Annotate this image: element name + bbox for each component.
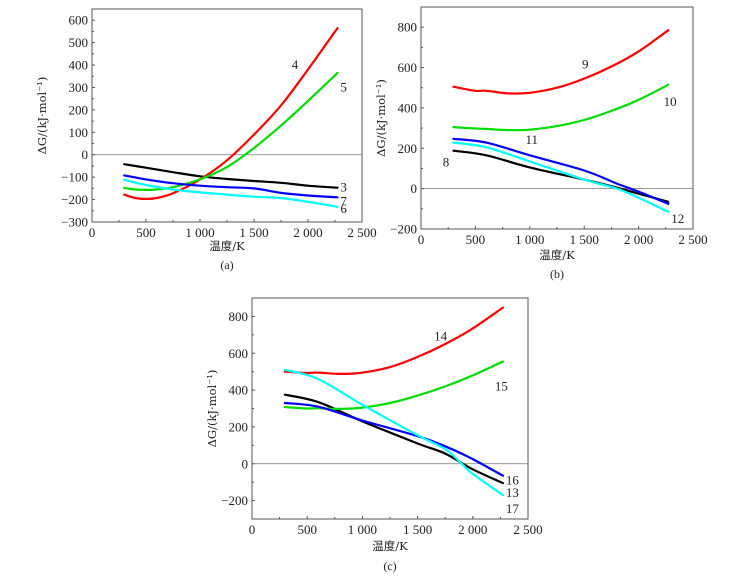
x-tick-label: 2 500 xyxy=(678,232,707,247)
series-line-6 xyxy=(123,178,339,208)
x-tick-label: 500 xyxy=(466,232,486,247)
chart-c: 0 500 1 000 1 500 2 000 2 500−200020040060080… xyxy=(205,297,543,573)
y-axis-title: ΔG/(kJ·mol⁻¹) xyxy=(35,77,49,155)
x-tick-label: 1 500 xyxy=(403,522,432,537)
plot-frame xyxy=(420,6,694,230)
x-tick-label: 1 000 xyxy=(515,232,544,247)
chart-a: 0 500 1 000 1 500 2 000 2 500−300−200−1000100… xyxy=(35,8,377,272)
series-label-10: 10 xyxy=(664,94,677,109)
x-axis-title: 温度/K xyxy=(539,248,575,262)
series-line-15 xyxy=(283,360,504,411)
series-label-6: 6 xyxy=(340,201,347,216)
y-axis-title: ΔG/(kJ·mol⁻¹) xyxy=(374,79,388,157)
series-line-5 xyxy=(123,71,339,191)
x-tick-label: 500 xyxy=(297,522,317,537)
y-axis-title: ΔG/(kJ·mol⁻¹) xyxy=(205,370,219,448)
series-line-4 xyxy=(123,27,339,200)
y-tick-label: −100 xyxy=(61,170,88,185)
x-tick-label: 2 000 xyxy=(624,232,653,247)
series-line-13 xyxy=(283,393,504,485)
x-tick-label: 0 xyxy=(249,522,256,537)
chart-b: 0 500 1 000 1 500 2 000 2 500−200020040060080… xyxy=(374,6,708,281)
series-label-11: 11 xyxy=(525,132,538,147)
series-label-15: 15 xyxy=(495,378,508,393)
series-line-11 xyxy=(452,137,670,205)
series-line-7 xyxy=(123,174,339,199)
y-tick-label: 0 xyxy=(411,181,418,196)
y-tick-label: 500 xyxy=(69,35,89,50)
series-label-13: 13 xyxy=(506,485,519,500)
y-tick-label: 400 xyxy=(69,58,89,73)
series-label-14: 14 xyxy=(434,329,448,344)
x-tick-label: 500 xyxy=(136,225,156,240)
y-tick-label: −200 xyxy=(390,222,417,237)
y-tick-label: 800 xyxy=(229,309,249,324)
x-tick-label: 0 xyxy=(89,225,96,240)
series-label-12: 12 xyxy=(671,211,684,226)
y-tick-label: 600 xyxy=(229,346,249,361)
x-tick-label: 2 500 xyxy=(513,522,542,537)
series-line-9 xyxy=(452,29,670,95)
y-tick-label: 600 xyxy=(69,13,89,28)
series-line-3 xyxy=(123,163,339,189)
x-tick-label: 2 000 xyxy=(458,522,487,537)
x-tick-label: 1 500 xyxy=(239,225,268,240)
y-tick-label: 300 xyxy=(69,80,89,95)
series-label-4: 4 xyxy=(292,57,299,72)
chart-caption: (b) xyxy=(550,267,564,281)
y-tick-label: 400 xyxy=(229,383,249,398)
x-axis-title: 温度/K xyxy=(209,239,245,253)
y-tick-label: 200 xyxy=(69,102,89,117)
x-tick-label: 1 000 xyxy=(185,225,214,240)
series-label-16: 16 xyxy=(506,472,520,487)
x-tick-label: 2 500 xyxy=(347,225,376,240)
series-line-17 xyxy=(283,368,504,497)
y-tick-label: 800 xyxy=(398,20,418,35)
chart-caption: (c) xyxy=(383,559,396,573)
series-line-14 xyxy=(283,306,504,375)
chart-caption: (a) xyxy=(220,258,233,272)
series-line-12 xyxy=(452,141,670,213)
series-label-5: 5 xyxy=(340,79,347,94)
series-label-7: 7 xyxy=(340,193,347,208)
series-label-17: 17 xyxy=(506,501,520,516)
series-label-8: 8 xyxy=(443,154,450,169)
series-line-10 xyxy=(452,83,670,132)
x-axis-title: 温度/K xyxy=(372,539,408,553)
y-tick-label: 600 xyxy=(398,60,418,75)
series-label-9: 9 xyxy=(582,57,589,72)
y-tick-label: 200 xyxy=(398,141,418,156)
y-tick-label: −300 xyxy=(61,215,88,230)
y-tick-label: −200 xyxy=(221,493,248,508)
y-tick-label: 0 xyxy=(82,147,89,162)
series-label-3: 3 xyxy=(340,180,347,195)
y-tick-label: 400 xyxy=(398,100,418,115)
x-tick-label: 1 000 xyxy=(348,522,377,537)
y-tick-label: 100 xyxy=(69,125,89,140)
y-tick-label: −200 xyxy=(61,192,88,207)
x-tick-label: 0 xyxy=(418,232,425,247)
x-tick-label: 1 500 xyxy=(570,232,599,247)
series-line-16 xyxy=(283,401,504,477)
series-line-8 xyxy=(452,149,670,203)
y-tick-label: 0 xyxy=(242,456,249,471)
x-tick-label: 2 000 xyxy=(293,225,322,240)
y-tick-label: 200 xyxy=(229,419,249,434)
